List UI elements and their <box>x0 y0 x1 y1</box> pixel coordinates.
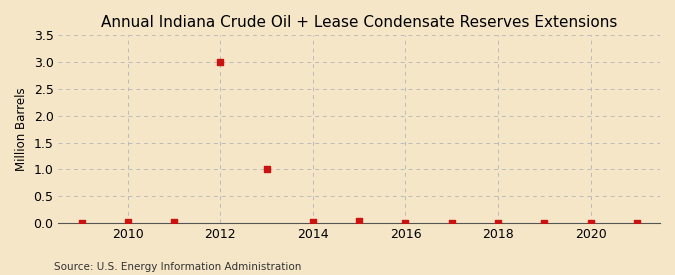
Point <box>585 221 596 225</box>
Point <box>354 219 364 224</box>
Point <box>446 221 457 225</box>
Point <box>122 220 133 224</box>
Point <box>400 221 411 225</box>
Title: Annual Indiana Crude Oil + Lease Condensate Reserves Extensions: Annual Indiana Crude Oil + Lease Condens… <box>101 15 618 30</box>
Point <box>76 221 87 225</box>
Point <box>215 60 225 64</box>
Point <box>261 167 272 172</box>
Point <box>308 220 319 224</box>
Text: Source: U.S. Energy Information Administration: Source: U.S. Energy Information Administ… <box>54 262 301 272</box>
Point <box>169 220 180 225</box>
Point <box>539 221 549 225</box>
Point <box>631 221 642 225</box>
Y-axis label: Million Barrels: Million Barrels <box>15 87 28 171</box>
Point <box>493 221 504 225</box>
